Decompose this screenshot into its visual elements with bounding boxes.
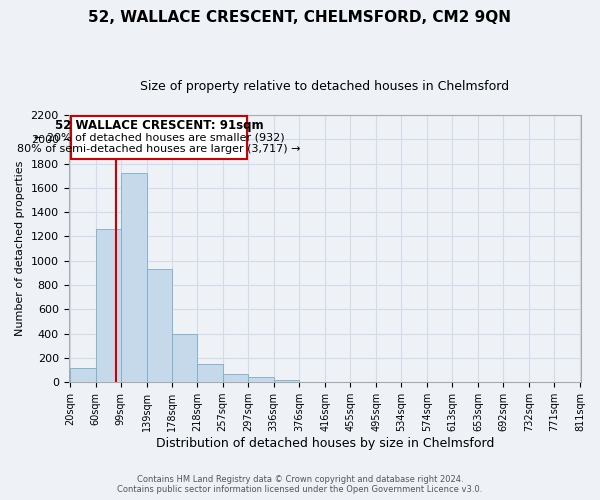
Bar <box>172 334 197 382</box>
Text: Contains public sector information licensed under the Open Government Licence v3: Contains public sector information licen… <box>118 486 482 494</box>
Text: 52, WALLACE CRESCENT, CHELMSFORD, CM2 9QN: 52, WALLACE CRESCENT, CHELMSFORD, CM2 9Q… <box>89 10 511 25</box>
Text: ← 20% of detached houses are smaller (932): ← 20% of detached houses are smaller (93… <box>34 132 284 142</box>
Bar <box>197 364 223 382</box>
X-axis label: Distribution of detached houses by size in Chelmsford: Distribution of detached houses by size … <box>155 437 494 450</box>
Bar <box>248 378 274 382</box>
Bar <box>146 270 172 382</box>
Bar <box>274 380 299 382</box>
Text: Contains HM Land Registry data © Crown copyright and database right 2024.: Contains HM Land Registry data © Crown c… <box>137 476 463 484</box>
Text: 80% of semi-detached houses are larger (3,717) →: 80% of semi-detached houses are larger (… <box>17 144 301 154</box>
Bar <box>121 174 146 382</box>
Y-axis label: Number of detached properties: Number of detached properties <box>15 161 25 336</box>
Bar <box>95 229 121 382</box>
Bar <box>70 368 95 382</box>
FancyBboxPatch shape <box>71 116 247 158</box>
Title: Size of property relative to detached houses in Chelmsford: Size of property relative to detached ho… <box>140 80 509 93</box>
Bar <box>223 374 248 382</box>
Text: 52 WALLACE CRESCENT: 91sqm: 52 WALLACE CRESCENT: 91sqm <box>55 118 263 132</box>
